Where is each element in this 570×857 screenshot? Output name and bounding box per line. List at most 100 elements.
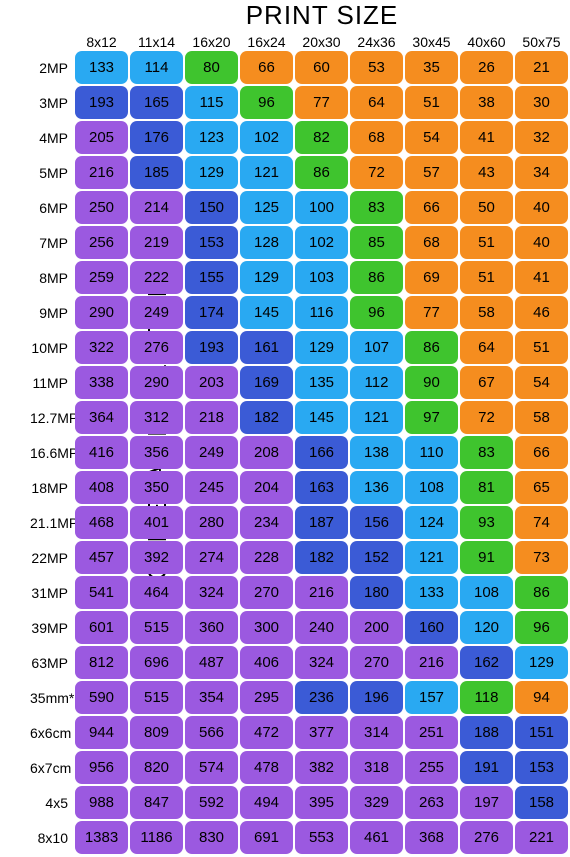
heatmap-cell: 129	[295, 331, 348, 364]
table-row: 8x1013831186830691553461368276221	[30, 820, 569, 855]
heatmap-cell: 354	[185, 681, 238, 714]
heatmap-cell: 68	[350, 121, 403, 154]
row-label: 3MP	[30, 95, 74, 111]
heatmap-cell: 125	[240, 191, 293, 224]
heatmap-cell: 820	[130, 751, 183, 784]
heatmap-cell: 153	[515, 751, 568, 784]
column-header: 40x60	[459, 34, 514, 50]
row-label: 5MP	[30, 165, 74, 181]
heatmap-cell: 80	[185, 51, 238, 84]
heatmap-cell: 219	[130, 226, 183, 259]
table-row: 6x6cm944809566472377314251188151	[30, 715, 569, 750]
table-row: 16.6MP4163562492081661381108366	[30, 435, 569, 470]
column-header: 16x20	[184, 34, 239, 50]
heatmap-cell: 145	[240, 296, 293, 329]
heatmap-cell: 218	[185, 401, 238, 434]
heatmap-cell: 72	[460, 401, 513, 434]
heatmap-cell: 208	[240, 436, 293, 469]
heatmap-cell: 360	[185, 611, 238, 644]
heatmap-cell: 290	[75, 296, 128, 329]
heatmap-cell: 150	[185, 191, 238, 224]
table-row: 8MP25922215512910386695141	[30, 260, 569, 295]
heatmap-cell: 234	[240, 506, 293, 539]
heatmap-cell: 100	[295, 191, 348, 224]
heatmap-cell: 259	[75, 261, 128, 294]
row-label: 21.1MP	[30, 515, 74, 531]
heatmap-cell: 193	[75, 86, 128, 119]
heatmap-cell: 41	[515, 261, 568, 294]
heatmap-cell: 216	[75, 156, 128, 189]
heatmap-cell: 228	[240, 541, 293, 574]
heatmap-cell: 128	[240, 226, 293, 259]
heatmap-cell: 553	[295, 821, 348, 854]
column-header: 11x14	[129, 34, 184, 50]
heatmap-cell: 350	[130, 471, 183, 504]
heatmap-cell: 123	[185, 121, 238, 154]
heatmap-cell: 93	[460, 506, 513, 539]
heatmap-cell: 270	[240, 576, 293, 609]
heatmap-cell: 58	[460, 296, 513, 329]
table-row: 12.7MP364312218182145121977258	[30, 400, 569, 435]
heatmap-cell: 541	[75, 576, 128, 609]
x-axis-title: PRINT SIZE	[74, 0, 570, 31]
heatmap-cell: 457	[75, 541, 128, 574]
heatmap-cell: 847	[130, 786, 183, 819]
heatmap-cell: 464	[130, 576, 183, 609]
heatmap-cell: 200	[350, 611, 403, 644]
heatmap-cell: 245	[185, 471, 238, 504]
heatmap-cell: 69	[405, 261, 458, 294]
heatmap-cell: 216	[405, 646, 458, 679]
heatmap-cell: 108	[405, 471, 458, 504]
heatmap-cell: 83	[350, 191, 403, 224]
heatmap-cell: 461	[350, 821, 403, 854]
heatmap-cell: 193	[185, 331, 238, 364]
heatmap-cell: 66	[405, 191, 458, 224]
row-label: 8MP	[30, 270, 74, 286]
table-row: 21.1MP4684012802341871561249374	[30, 505, 569, 540]
heatmap-cell: 133	[75, 51, 128, 84]
heatmap-cell: 108	[460, 576, 513, 609]
heatmap-cell: 40	[515, 226, 568, 259]
heatmap-cell: 65	[515, 471, 568, 504]
heatmap-cell: 276	[130, 331, 183, 364]
heatmap-cell: 249	[185, 436, 238, 469]
heatmap-cell: 249	[130, 296, 183, 329]
table-row: 9MP29024917414511696775846	[30, 295, 569, 330]
heatmap-cell: 94	[515, 681, 568, 714]
heatmap-cell: 115	[185, 86, 238, 119]
heatmap-cell: 86	[350, 261, 403, 294]
heatmap-cell: 812	[75, 646, 128, 679]
heatmap-cell: 191	[460, 751, 513, 784]
heatmap-cell: 944	[75, 716, 128, 749]
heatmap-cell: 592	[185, 786, 238, 819]
heatmap-cell: 216	[295, 576, 348, 609]
heatmap-cell: 102	[240, 121, 293, 154]
heatmap-cell: 566	[185, 716, 238, 749]
column-header: 50x75	[514, 34, 569, 50]
heatmap-cell: 151	[515, 716, 568, 749]
table-row: 6x7cm956820574478382318255191153	[30, 750, 569, 785]
table-row: 18MP4083502452041631361088165	[30, 470, 569, 505]
heatmap-cell: 322	[75, 331, 128, 364]
heatmap-cell: 120	[460, 611, 513, 644]
table-row: 5MP2161851291218672574334	[30, 155, 569, 190]
heatmap-cell: 691	[240, 821, 293, 854]
row-label: 10MP	[30, 340, 74, 356]
heatmap-cell: 135	[295, 366, 348, 399]
heatmap-cell: 51	[405, 86, 458, 119]
column-header: 24x36	[349, 34, 404, 50]
row-label: 18MP	[30, 480, 74, 496]
heatmap-cell: 338	[75, 366, 128, 399]
heatmap-cell: 263	[405, 786, 458, 819]
heatmap-cell: 280	[185, 506, 238, 539]
heatmap-cell: 64	[350, 86, 403, 119]
heatmap-cell: 468	[75, 506, 128, 539]
heatmap-cell: 102	[295, 226, 348, 259]
heatmap-cell: 97	[405, 401, 458, 434]
table-row: 6MP25021415012510083665040	[30, 190, 569, 225]
heatmap-cell: 416	[75, 436, 128, 469]
heatmap-cell: 67	[460, 366, 513, 399]
heatmap-cell: 30	[515, 86, 568, 119]
table-row: 3MP193165115967764513830	[30, 85, 569, 120]
heatmap-cell: 182	[240, 401, 293, 434]
